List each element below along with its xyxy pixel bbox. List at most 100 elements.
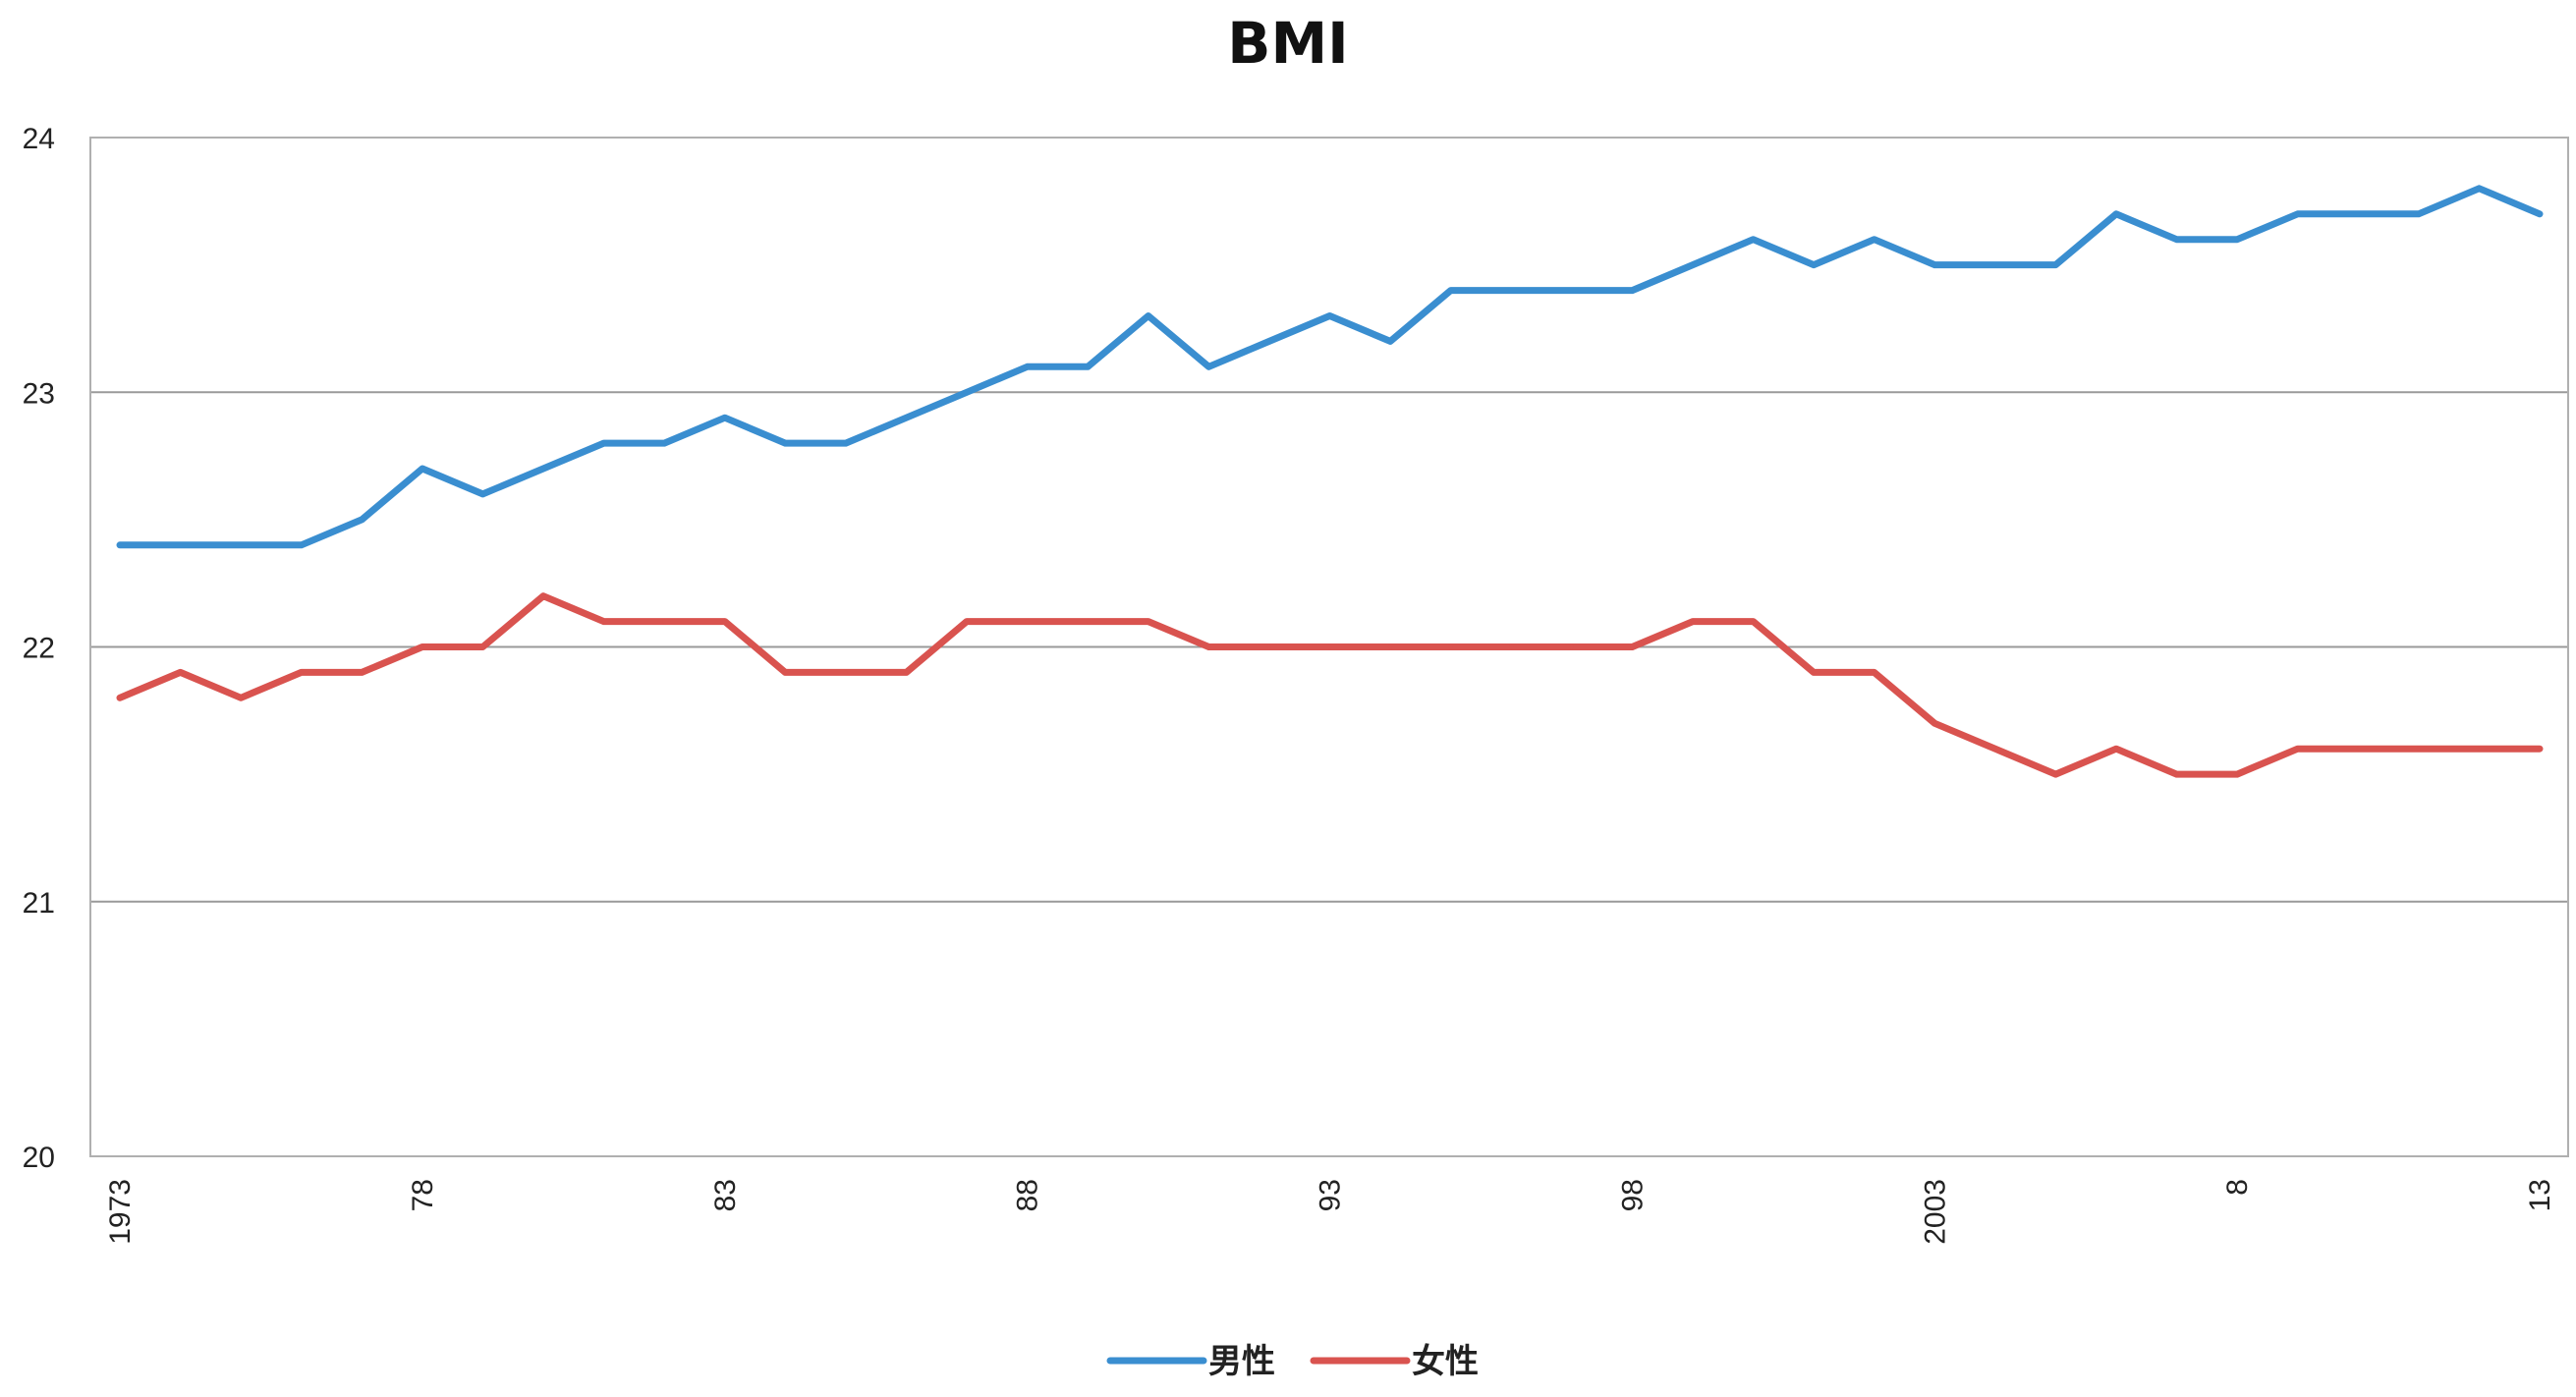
chart-title: BMI xyxy=(1227,10,1349,77)
data-point xyxy=(601,441,606,446)
data-point xyxy=(2295,211,2300,216)
data-point xyxy=(843,441,848,446)
data-point xyxy=(662,441,667,446)
data-point xyxy=(2416,211,2421,216)
x-tick-label: 13 xyxy=(2524,1179,2556,1211)
data-point xyxy=(1509,644,1514,649)
data-point xyxy=(662,619,667,624)
data-point xyxy=(541,593,546,598)
y-axis-ticks: 20 21 22 23 24 xyxy=(23,123,55,1174)
data-point xyxy=(360,670,364,675)
data-point xyxy=(1206,364,1211,369)
data-point xyxy=(1448,644,1453,649)
data-point xyxy=(2416,747,2421,752)
data-point xyxy=(1146,619,1150,624)
data-point xyxy=(178,542,183,547)
x-axis-ticks: 1973 78 83 88 93 98 2003 8 13 xyxy=(104,1179,2556,1245)
data-point xyxy=(783,670,788,675)
data-point xyxy=(1569,288,1574,293)
data-point xyxy=(1992,262,1997,267)
legend-item: 女性 xyxy=(1310,1342,1479,1381)
data-point xyxy=(1932,721,1937,726)
data-point xyxy=(2053,772,2058,777)
y-tick-label: 23 xyxy=(23,377,55,410)
data-point xyxy=(2295,747,2300,752)
data-point xyxy=(2538,747,2542,752)
data-point xyxy=(2356,211,2361,216)
data-point xyxy=(904,670,909,675)
data-point xyxy=(1630,644,1635,649)
data-point xyxy=(1630,288,1635,293)
x-tick-label: 88 xyxy=(1012,1179,1044,1211)
data-point xyxy=(1086,619,1091,624)
data-point xyxy=(2477,186,2482,191)
data-point xyxy=(1025,619,1030,624)
data-point xyxy=(2113,211,2118,216)
data-point xyxy=(178,670,183,675)
data-point xyxy=(2053,262,2058,267)
data-point xyxy=(420,467,424,472)
data-point xyxy=(904,416,909,420)
series-line-1 xyxy=(116,592,2544,778)
data-point xyxy=(1388,644,1393,649)
legend-label: 女性 xyxy=(1412,1342,1479,1381)
data-point xyxy=(1690,262,1695,267)
data-point xyxy=(1509,288,1514,293)
data-point xyxy=(1266,339,1271,344)
data-point xyxy=(1327,313,1332,318)
data-point xyxy=(2356,747,2361,752)
data-point xyxy=(1992,747,1997,752)
y-tick-label: 24 xyxy=(23,123,55,155)
x-tick-label: 98 xyxy=(1616,1179,1649,1211)
data-point xyxy=(1569,644,1574,649)
data-point xyxy=(1812,670,1817,675)
data-point xyxy=(1751,237,1756,242)
y-tick-label: 20 xyxy=(23,1142,55,1174)
legend-item: 男性 xyxy=(1106,1342,1275,1381)
x-tick-label: 1973 xyxy=(104,1179,137,1245)
data-point xyxy=(1690,619,1695,624)
data-point xyxy=(299,670,304,675)
data-point xyxy=(118,696,122,700)
data-point xyxy=(1751,619,1756,624)
data-point xyxy=(1448,288,1453,293)
data-point xyxy=(1206,644,1211,649)
x-tick-label: 83 xyxy=(709,1179,742,1211)
data-point xyxy=(722,619,727,624)
x-tick-label: 8 xyxy=(2221,1179,2254,1196)
data-point xyxy=(2174,772,2179,777)
data-point xyxy=(1872,670,1876,675)
series-lines xyxy=(116,185,2544,778)
data-point xyxy=(239,542,244,547)
data-point xyxy=(965,390,970,395)
data-point xyxy=(118,542,122,547)
data-point xyxy=(1932,262,1937,267)
data-point xyxy=(2235,772,2240,777)
data-point xyxy=(2235,237,2240,242)
data-point xyxy=(1146,313,1150,318)
data-point xyxy=(480,491,485,496)
legend: 男性 女性 xyxy=(1106,1342,1479,1381)
data-point xyxy=(1266,644,1271,649)
data-point xyxy=(480,644,485,649)
data-point xyxy=(843,670,848,675)
data-point xyxy=(1327,644,1332,649)
data-point xyxy=(2174,237,2179,242)
data-point xyxy=(1812,262,1817,267)
x-tick-label: 2003 xyxy=(1919,1179,1951,1245)
data-point xyxy=(1025,364,1030,369)
plot-area xyxy=(89,137,2569,1157)
data-point xyxy=(420,644,424,649)
data-point xyxy=(299,542,304,547)
data-point xyxy=(722,416,727,420)
data-point xyxy=(541,467,546,472)
data-point xyxy=(965,619,970,624)
data-point xyxy=(239,696,244,700)
data-point xyxy=(2113,747,2118,752)
y-tick-label: 21 xyxy=(23,887,55,920)
data-point xyxy=(1872,237,1876,242)
data-point xyxy=(360,517,364,522)
data-point xyxy=(783,441,788,446)
